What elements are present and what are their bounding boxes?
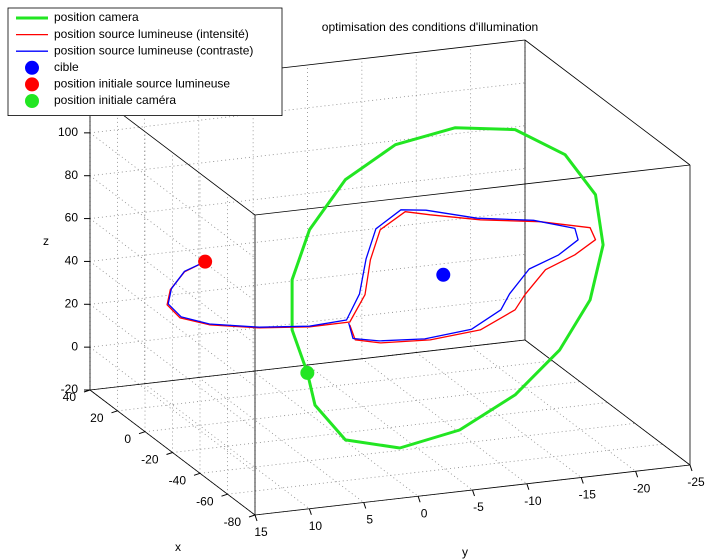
z-tick-label: -20 (61, 382, 79, 396)
y-tick-label: 15 (254, 525, 268, 539)
legend-swatch (25, 94, 39, 108)
y-tick-label: 10 (309, 519, 323, 533)
x-tick (111, 410, 118, 414)
grid-line (89, 82, 526, 134)
x-tick-label: 0 (124, 432, 131, 446)
x-tick-label: -60 (196, 494, 214, 508)
grid-line (89, 218, 256, 344)
y-axis-label: y (462, 545, 468, 559)
box-edge (524, 339, 691, 466)
legend-swatch (25, 60, 39, 75)
plot-area (166, 126, 605, 450)
box-edge (524, 39, 691, 166)
grid-line (117, 360, 553, 412)
grid-line (89, 303, 256, 430)
y-tick-label: -5 (473, 500, 484, 514)
x-tick (248, 514, 256, 518)
x-tick (138, 431, 146, 435)
y-tick-label: 5 (366, 513, 373, 527)
z-tick-label: 40 (65, 254, 79, 268)
y-tick-label: -15 (579, 488, 597, 502)
grid-line (361, 358, 528, 485)
grid-line (89, 211, 526, 262)
trajectory-line (167, 209, 579, 342)
grid-line (144, 383, 310, 510)
grid-line (470, 345, 636, 472)
grid-line (89, 132, 256, 259)
grid-line (89, 261, 256, 387)
y-tick-label: -10 (524, 494, 542, 508)
marker-point (198, 254, 213, 269)
y-tick (308, 508, 312, 515)
grid-line (89, 253, 526, 305)
z-tick-label: 60 (65, 211, 79, 225)
grid-line (144, 381, 581, 433)
y-tick (689, 464, 693, 472)
y-tick (254, 514, 258, 522)
y-tick (363, 502, 367, 509)
trajectory-line (290, 126, 605, 450)
x-tick (193, 472, 201, 476)
grid-line (198, 377, 364, 503)
legend-box (7, 7, 283, 116)
grid-line (89, 125, 526, 177)
legend-label: position initiale source lumineuse (54, 77, 230, 91)
x-tick (166, 452, 173, 455)
grid-line (227, 443, 663, 495)
legend-label: position initiale caméra (54, 93, 176, 107)
x-tick-label: 20 (90, 411, 104, 425)
grid-line (199, 422, 636, 474)
legend-label: position camera (54, 10, 139, 24)
legend-swatch (25, 77, 39, 92)
grid-line (416, 352, 582, 478)
y-tick (580, 477, 584, 484)
x-tick-label: -20 (141, 453, 159, 467)
z-tick-label: 100 (58, 125, 78, 139)
y-tick-label: -20 (633, 481, 651, 495)
marker-point (300, 365, 315, 380)
y-tick (472, 489, 475, 497)
legend-label: cible (54, 60, 79, 74)
trajectory-line (166, 211, 597, 344)
x-tick (221, 493, 228, 497)
grid-line (89, 346, 256, 473)
grid-line (89, 175, 256, 302)
grid-line (89, 296, 526, 348)
grid-line (307, 364, 473, 491)
z-tick-label: 0 (71, 339, 78, 353)
ticks: -80 -60 -40 -20 0 20 40 15 10 5 0 -5 -10 -15 -20 -25 -20… (58, 125, 705, 539)
legend: position camera position source lumineuse… (7, 7, 283, 116)
x-axis-label: x (175, 540, 181, 554)
y-tick-label: 0 (421, 506, 428, 520)
y-tick (417, 496, 421, 503)
x-tick-label: -80 (224, 515, 242, 529)
grid-line (252, 370, 419, 497)
marker-point (436, 267, 451, 282)
y-tick-label: -25 (687, 475, 705, 489)
z-tick-label: 20 (65, 296, 79, 310)
box-edge (89, 339, 526, 391)
y-tick (526, 483, 530, 490)
x-tick-label: -40 (169, 474, 187, 488)
z-tick-label: 80 (65, 168, 79, 182)
z-axis-label: z (43, 234, 49, 248)
grid-line (89, 168, 526, 219)
legend-label: position source lumineuse (intensité) (54, 27, 249, 41)
chart-title: optimisation des conditions d'illuminati… (322, 20, 538, 34)
y-tick (635, 471, 639, 478)
legend-label: position source lumineuse (contraste) (54, 43, 253, 57)
x-tick-label: 40 (63, 390, 77, 404)
grid-line (172, 402, 608, 453)
